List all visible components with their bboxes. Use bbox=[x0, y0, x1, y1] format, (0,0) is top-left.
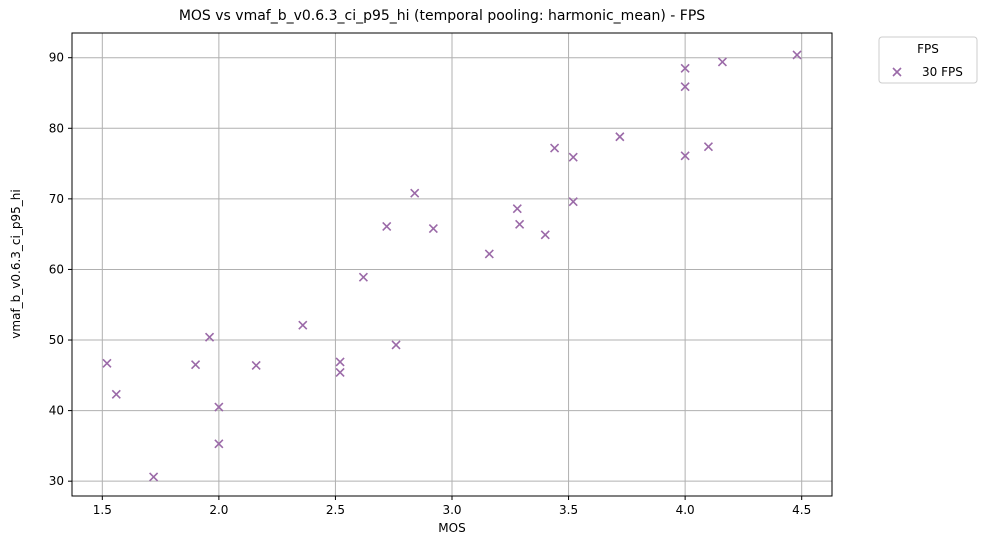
data-point-x-marker bbox=[680, 82, 690, 92]
x-tick-label: 3.0 bbox=[442, 503, 461, 517]
data-point-x-marker bbox=[190, 360, 201, 370]
legend-x-marker bbox=[892, 67, 902, 77]
legend-title: FPS bbox=[917, 42, 939, 56]
y-tick-label: 60 bbox=[49, 262, 64, 276]
y-axis-ticks: 30 40 50 60 70 80 90 bbox=[49, 51, 72, 488]
legend-box bbox=[878, 36, 978, 84]
y-tick-label: 70 bbox=[49, 192, 64, 206]
x-axis-ticks: 1.5 2.0 2.5 3.0 3.5 4.0 4.5 bbox=[93, 496, 811, 517]
data-point-x-marker bbox=[428, 223, 438, 234]
data-point-x-marker bbox=[717, 57, 727, 67]
x-tick-label: 4.5 bbox=[792, 503, 811, 517]
legend: FPS 30 FPS bbox=[878, 36, 978, 84]
data-point-x-marker bbox=[512, 204, 522, 214]
data-point-x-marker bbox=[335, 357, 345, 367]
data-point-x-marker bbox=[358, 272, 368, 282]
data-point-x-marker bbox=[335, 367, 345, 378]
x-tick-label: 1.5 bbox=[93, 503, 112, 517]
data-point-x-marker bbox=[792, 50, 802, 60]
data-point-x-marker bbox=[568, 197, 578, 207]
legend-marker-icon bbox=[892, 67, 902, 77]
data-point-x-marker bbox=[149, 472, 159, 482]
scatter-points bbox=[102, 50, 802, 482]
data-point-x-marker bbox=[540, 230, 550, 240]
x-tick-label: 4.0 bbox=[676, 503, 695, 517]
data-point-x-marker bbox=[680, 151, 690, 161]
data-point-x-marker bbox=[214, 439, 224, 449]
y-tick-label: 90 bbox=[49, 51, 64, 65]
x-axis-label: MOS bbox=[438, 521, 465, 535]
data-point-x-marker bbox=[251, 360, 261, 370]
y-tick-label: 30 bbox=[49, 474, 64, 488]
data-point-x-marker bbox=[615, 132, 625, 142]
x-tick-label: 2.0 bbox=[209, 503, 228, 517]
data-point-x-marker bbox=[515, 219, 525, 229]
x-tick-label: 3.5 bbox=[559, 503, 578, 517]
data-point-x-marker bbox=[703, 142, 714, 152]
y-tick-label: 80 bbox=[49, 121, 64, 135]
data-point-x-marker bbox=[204, 332, 215, 342]
y-tick-label: 50 bbox=[49, 333, 64, 347]
legend-entry-label: 30 FPS bbox=[922, 65, 963, 79]
plot-frame bbox=[71, 32, 833, 497]
y-tick-label: 40 bbox=[49, 404, 64, 418]
x-tick-label: 2.5 bbox=[326, 503, 345, 517]
data-point-x-marker bbox=[484, 249, 494, 259]
data-point-x-marker bbox=[680, 63, 690, 73]
data-point-x-marker bbox=[214, 402, 224, 412]
data-point-x-marker bbox=[102, 358, 112, 368]
data-point-x-marker bbox=[298, 320, 308, 330]
data-point-x-marker bbox=[568, 152, 578, 162]
data-point-x-marker bbox=[410, 188, 420, 198]
data-point-x-marker bbox=[391, 340, 401, 350]
chart-title: MOS vs vmaf_b_v0.6.3_ci_p95_hi (temporal… bbox=[179, 8, 705, 24]
data-point-x-marker bbox=[111, 389, 121, 399]
y-axis-label: vmaf_b_v0.6.3_ci_p95_hi bbox=[9, 189, 23, 338]
grid-lines bbox=[72, 33, 832, 496]
data-point-x-marker bbox=[382, 221, 392, 231]
data-point-x-marker bbox=[550, 143, 560, 153]
